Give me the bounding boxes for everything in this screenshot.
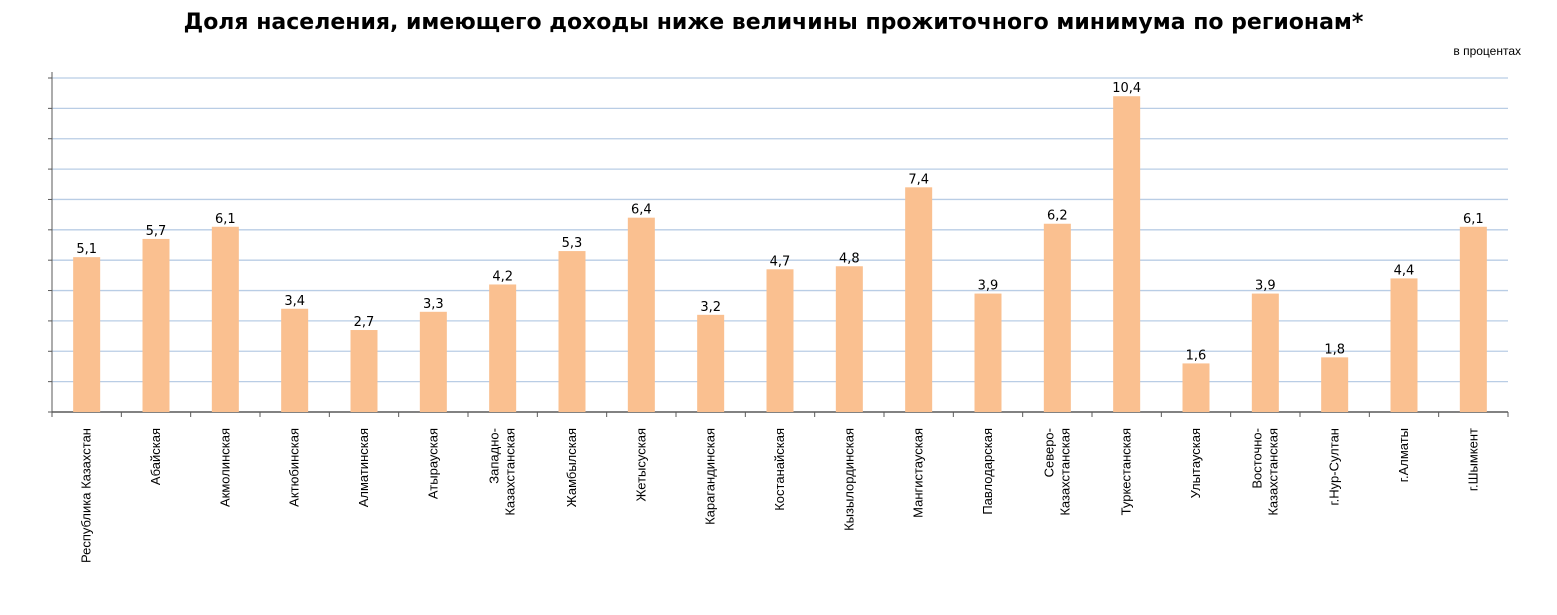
data-label: 3,9 bbox=[1255, 279, 1276, 294]
category-label: г.Нур-Султан bbox=[1327, 428, 1342, 505]
data-label: 1,8 bbox=[1324, 342, 1345, 357]
category-label: Туркестанская bbox=[1119, 428, 1134, 515]
bar bbox=[1390, 278, 1418, 412]
category-label: Улытауская bbox=[1188, 428, 1203, 498]
bar bbox=[1113, 96, 1141, 412]
category-label: Атырауская bbox=[425, 428, 440, 499]
bar bbox=[1321, 357, 1349, 412]
category-label: г.Алматы bbox=[1396, 428, 1411, 482]
bar bbox=[1182, 363, 1210, 412]
data-label: 4,2 bbox=[492, 269, 513, 284]
bar bbox=[489, 284, 517, 412]
category-label: Актюбинская bbox=[287, 428, 302, 507]
category-label: Жамбылская bbox=[564, 428, 579, 507]
category-label: Павлодарская bbox=[980, 428, 995, 515]
data-label: 7,4 bbox=[908, 172, 929, 187]
category-label: Абайская bbox=[148, 428, 163, 485]
data-label: 5,7 bbox=[146, 224, 167, 239]
data-label: 3,3 bbox=[423, 297, 444, 312]
data-label: 6,2 bbox=[1047, 209, 1068, 224]
data-label: 3,4 bbox=[284, 294, 305, 309]
data-label: 3,9 bbox=[978, 279, 999, 294]
category-label: Западно-Казахстанская bbox=[487, 428, 518, 516]
bar bbox=[281, 308, 309, 412]
category-label: Жетысуская bbox=[633, 428, 648, 502]
bar bbox=[142, 238, 170, 412]
bar bbox=[350, 330, 378, 412]
unit-label: в процентах bbox=[1453, 44, 1521, 58]
data-label: 5,3 bbox=[562, 236, 583, 251]
bar bbox=[1043, 223, 1071, 412]
data-label: 6,4 bbox=[631, 203, 652, 218]
category-label: Акмолинская bbox=[217, 428, 232, 507]
category-label: Республика Казахстан bbox=[79, 428, 94, 563]
category-label: Костанайская bbox=[772, 428, 787, 511]
data-label: 4,7 bbox=[770, 254, 791, 269]
data-label: 2,7 bbox=[354, 315, 375, 330]
bar bbox=[1251, 293, 1279, 412]
data-label: 4,8 bbox=[839, 251, 860, 266]
chart-title: Доля населения, имеющего доходы ниже вел… bbox=[183, 10, 1364, 35]
category-label: Восточно-Казахстанская bbox=[1249, 428, 1280, 516]
bar bbox=[1459, 226, 1487, 412]
category-label: Алматинская bbox=[356, 428, 371, 507]
data-label: 3,2 bbox=[700, 300, 721, 315]
bar bbox=[419, 311, 447, 412]
bar bbox=[905, 187, 933, 412]
category-label: г.Шымкент bbox=[1465, 428, 1480, 491]
bar bbox=[697, 314, 725, 412]
bar bbox=[835, 266, 863, 412]
category-label: Северо-Казахстанская bbox=[1041, 428, 1072, 516]
bar bbox=[766, 269, 794, 412]
category-label: Карагандинская bbox=[703, 428, 718, 525]
category-label: Мангистауская bbox=[911, 428, 926, 518]
data-label: 6,1 bbox=[215, 212, 236, 227]
data-label: 6,1 bbox=[1463, 212, 1484, 227]
bar bbox=[974, 293, 1002, 412]
category-label: Кызылординская bbox=[841, 428, 856, 531]
data-label: 1,6 bbox=[1186, 348, 1207, 363]
data-label: 10,4 bbox=[1112, 81, 1141, 96]
data-label: 4,4 bbox=[1394, 263, 1415, 278]
data-label: 5,1 bbox=[76, 242, 97, 257]
bar bbox=[73, 257, 101, 412]
bar bbox=[211, 226, 239, 412]
bar bbox=[627, 217, 655, 412]
bar bbox=[558, 251, 586, 412]
